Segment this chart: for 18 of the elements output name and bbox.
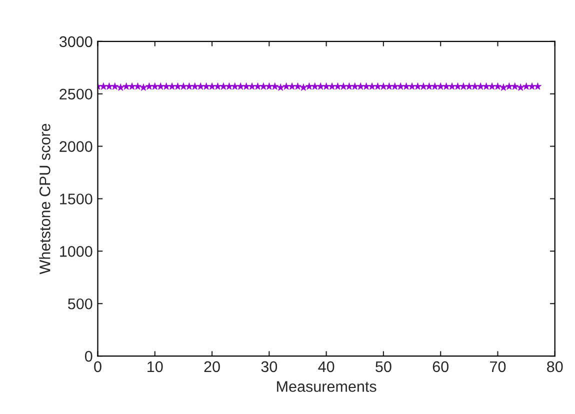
y-axis-title: Whetstone CPU score xyxy=(39,124,50,274)
y-tick-label: 1000 xyxy=(60,246,92,257)
y-tick-label: 3000 xyxy=(59,36,92,48)
x-tick-label: 40 xyxy=(318,361,334,372)
x-tick-label: 50 xyxy=(376,361,392,372)
x-tick-label: 60 xyxy=(432,361,448,372)
x-tick-label: 30 xyxy=(261,361,278,372)
x-axis-title: Measurements xyxy=(277,381,376,392)
x-tick-label: 0 xyxy=(94,361,102,372)
y-tick-label: 500 xyxy=(68,298,92,310)
x-tick-label: 80 xyxy=(547,361,563,372)
y-tick-label: 1500 xyxy=(60,194,92,204)
x-tick-label: 70 xyxy=(490,361,506,372)
y-tick-label: 2000 xyxy=(60,141,92,152)
y-tick-label: 0 xyxy=(84,350,92,362)
x-tick-label: 10 xyxy=(148,361,163,372)
y-tick-label: 2500 xyxy=(60,88,92,100)
x-tick-label: 20 xyxy=(204,361,220,372)
